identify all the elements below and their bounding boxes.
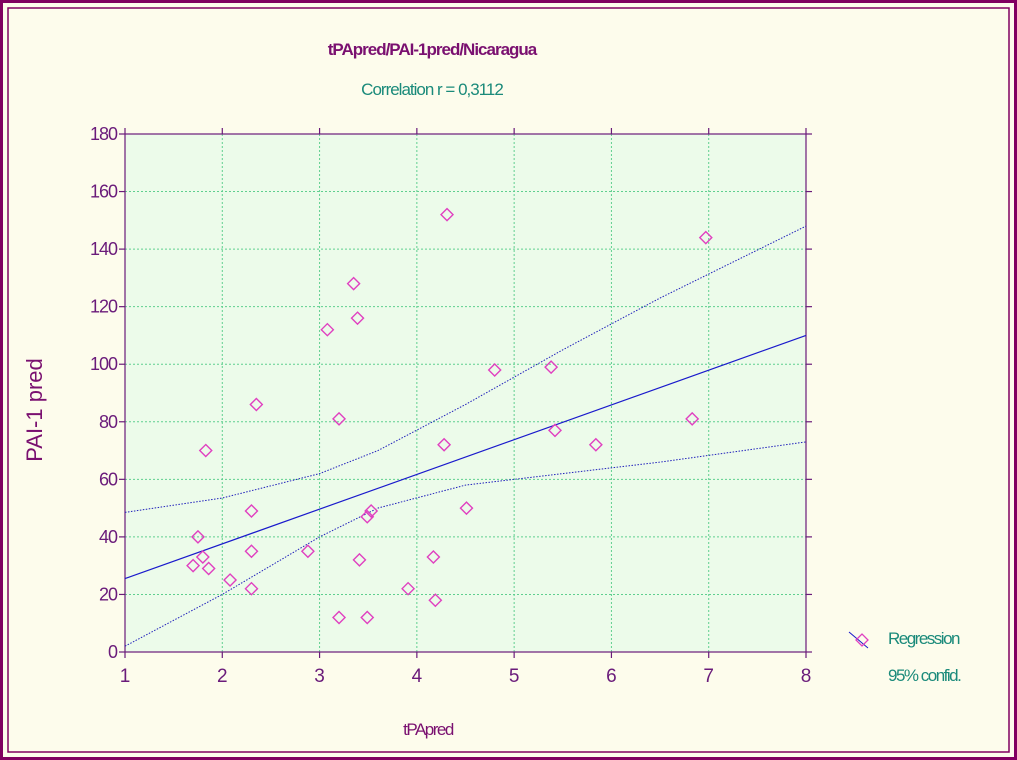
data-point xyxy=(244,581,259,596)
axes xyxy=(119,128,812,658)
data-point xyxy=(346,276,361,291)
plot-area xyxy=(125,134,806,652)
regression-lines xyxy=(124,225,807,647)
legend: Regression 95% confid. xyxy=(848,629,963,685)
plot-frame xyxy=(124,133,807,653)
y-tick-label: 60 xyxy=(99,469,118,489)
y-tick-label: 20 xyxy=(99,584,118,604)
data-point xyxy=(548,423,562,438)
x-tick-label: 2 xyxy=(217,666,228,687)
data-point xyxy=(588,437,603,452)
data-point xyxy=(544,360,559,375)
data-point xyxy=(223,573,238,588)
x-tick-label: 7 xyxy=(703,666,714,687)
y-tick-label: 80 xyxy=(99,412,118,432)
legend-regression-swatch xyxy=(848,631,869,649)
data-point xyxy=(360,509,375,524)
data-point xyxy=(186,558,201,573)
x-axis-label: tPApred xyxy=(403,720,454,739)
x-tick-label: 1 xyxy=(120,666,131,687)
data-point xyxy=(332,411,347,426)
data-point xyxy=(360,610,375,625)
confidence-lower-line xyxy=(124,441,807,647)
legend-regression-label: Regression xyxy=(888,629,960,648)
data-point xyxy=(350,311,365,326)
y-tick-label: 120 xyxy=(90,297,118,317)
chart-title: tPApred/PAI-1pred/Nicaragua xyxy=(328,40,538,59)
data-point xyxy=(401,581,416,596)
data-point xyxy=(352,552,367,567)
data-point xyxy=(332,610,347,625)
data-points xyxy=(186,207,713,625)
x-tick-label: 4 xyxy=(412,666,423,687)
data-point xyxy=(300,544,315,559)
x-tick-label: 6 xyxy=(606,666,617,687)
data-point xyxy=(428,593,443,608)
y-tick-label: 180 xyxy=(90,124,118,144)
y-tick-label: 0 xyxy=(108,642,118,662)
x-tick-label: 3 xyxy=(314,666,325,687)
data-point xyxy=(685,411,700,426)
data-point xyxy=(244,503,259,518)
confidence-upper-line xyxy=(124,225,807,513)
inner-border xyxy=(7,7,1010,753)
grid xyxy=(125,134,806,652)
data-point xyxy=(440,207,455,222)
data-point xyxy=(426,550,441,565)
data-point xyxy=(190,529,205,544)
chart-subtitle: Correlation r = 0,3112 xyxy=(361,80,503,99)
y-tick-label: 160 xyxy=(90,182,118,202)
data-point xyxy=(244,544,259,559)
data-point xyxy=(201,561,216,576)
data-point xyxy=(459,501,474,516)
data-point xyxy=(195,550,210,565)
data-point xyxy=(320,322,335,337)
x-tick-label: 8 xyxy=(801,666,812,687)
data-point xyxy=(487,362,502,377)
data-point xyxy=(364,503,379,518)
regression-line xyxy=(124,334,807,580)
legend-marker-icon xyxy=(855,633,869,647)
y-tick-label: 140 xyxy=(90,239,118,259)
y-tick-label: 40 xyxy=(99,527,118,547)
data-point xyxy=(198,443,213,458)
data-point xyxy=(249,397,264,412)
y-tick-label: 100 xyxy=(90,354,118,374)
legend-confidence-label: 95% confid. xyxy=(888,666,961,685)
y-axis-label: PAI-1 pred xyxy=(22,358,47,462)
data-point xyxy=(437,437,452,452)
data-point xyxy=(698,230,713,245)
x-tick-label: 5 xyxy=(509,666,520,687)
